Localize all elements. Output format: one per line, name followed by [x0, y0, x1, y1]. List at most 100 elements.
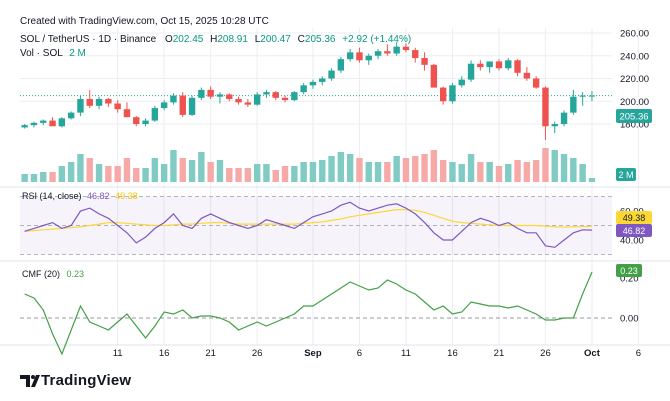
volume-bar	[449, 162, 456, 182]
price-tick-label: 240.00	[620, 51, 649, 62]
volume-bar	[486, 162, 493, 182]
cmf-tick-label: 0.20	[620, 274, 639, 285]
candle-body	[346, 52, 354, 60]
volume-bar	[356, 158, 363, 182]
candle-body	[319, 78, 326, 82]
candle-body	[114, 103, 121, 110]
created-text: Created with TradingView.com, Oct 15, 20…	[20, 16, 269, 27]
cmf-value: 0.23	[67, 269, 85, 279]
grid-lines	[0, 28, 670, 346]
time-tick-label: 21	[494, 348, 505, 359]
volume-bar	[179, 158, 186, 182]
price-tick-label: 200.00	[620, 97, 649, 108]
candle-body	[77, 98, 84, 113]
time-tick-label: 6	[357, 348, 362, 359]
rsi-line	[24, 201, 593, 248]
candle-body	[384, 51, 391, 54]
volume-bar	[77, 154, 84, 182]
candle-body	[67, 112, 75, 119]
cmf-line	[24, 271, 593, 356]
volume-bar	[188, 160, 196, 182]
volume-bar	[160, 164, 168, 182]
high-label: H	[210, 34, 217, 45]
rsi-label: RSI (14, close)	[22, 191, 82, 201]
candle-body	[58, 118, 66, 127]
price-tick-label: 180.00	[620, 120, 649, 131]
time-tick-label: 16	[159, 348, 170, 359]
candle-body	[244, 102, 252, 105]
candle-body	[560, 112, 568, 124]
tradingview-logo-text: TradingView	[41, 372, 132, 389]
candle-body	[337, 59, 345, 71]
candle-body	[235, 98, 242, 103]
volume-bar	[309, 162, 317, 182]
candle-body	[458, 79, 465, 86]
rsi-tick-label: 40.00	[620, 236, 644, 247]
candle-body	[142, 120, 149, 124]
candle-body	[49, 120, 56, 127]
volume-value: 2 M	[69, 48, 86, 59]
candle-body	[160, 102, 168, 109]
candle-body	[505, 60, 512, 69]
candlesticks	[21, 42, 596, 140]
cmf-legend: CMF (20) 0.23	[22, 269, 84, 279]
high-value: 208.91	[217, 34, 248, 45]
candle-body	[309, 81, 317, 86]
candle-body	[95, 98, 103, 106]
close-value: 205.36	[305, 34, 336, 45]
candle-body	[514, 60, 521, 73]
volume-bars	[21, 148, 596, 182]
volume-tag: 2 M	[618, 170, 633, 180]
candle-body	[486, 61, 493, 68]
candle-body	[105, 98, 112, 104]
time-tick-label: 26	[540, 348, 551, 359]
candle-body	[365, 55, 372, 61]
open-label: O	[165, 34, 173, 45]
volume-bar	[477, 162, 484, 182]
tradingview-logo-icon	[20, 375, 40, 387]
volume-bar	[551, 150, 558, 182]
volume-bar	[58, 166, 66, 182]
volume-bar	[346, 154, 354, 182]
volume-bar	[216, 160, 224, 182]
candle-body	[40, 120, 47, 123]
volume-bar	[253, 164, 261, 182]
close-label: C	[298, 34, 305, 45]
cmf-pane	[20, 271, 612, 356]
candle-body	[430, 64, 438, 88]
rsi-legend: RSI (14, close) 46.82 49.38	[22, 191, 138, 201]
candle-body	[198, 89, 205, 98]
candle-body	[495, 61, 503, 69]
low-label: L	[255, 34, 261, 45]
volume-bar	[560, 154, 568, 182]
candle-body	[179, 95, 186, 115]
volume-bar	[30, 174, 38, 182]
volume-bar	[458, 164, 465, 182]
volume-bar	[532, 160, 540, 182]
volume-legend: Vol · SOL 2 M	[20, 48, 86, 59]
volume-bar	[430, 150, 438, 182]
volume-bar	[384, 162, 391, 182]
volume-bar	[319, 160, 326, 182]
volume-bar	[328, 156, 335, 182]
volume-bar	[514, 160, 521, 182]
time-tick-label: 21	[205, 348, 216, 359]
volume-bar	[105, 166, 112, 182]
price-tag-bg	[616, 109, 652, 123]
volume-bar	[235, 168, 242, 182]
candle-body	[281, 97, 289, 101]
candle-body	[412, 50, 419, 59]
rsi-ma-tag-bg	[616, 211, 652, 224]
volume-bar	[374, 162, 382, 182]
cmf-tick-label: 0.00	[620, 314, 639, 325]
candle-body	[421, 58, 428, 65]
volume-bar	[588, 178, 596, 182]
volume-bar	[421, 154, 428, 182]
volume-bar	[281, 166, 289, 182]
candle-body	[588, 95, 596, 97]
volume-bar	[412, 156, 419, 182]
volume-bar	[393, 156, 400, 182]
candle-body	[86, 98, 93, 106]
candle-body	[151, 108, 159, 121]
volume-bar	[40, 172, 47, 182]
